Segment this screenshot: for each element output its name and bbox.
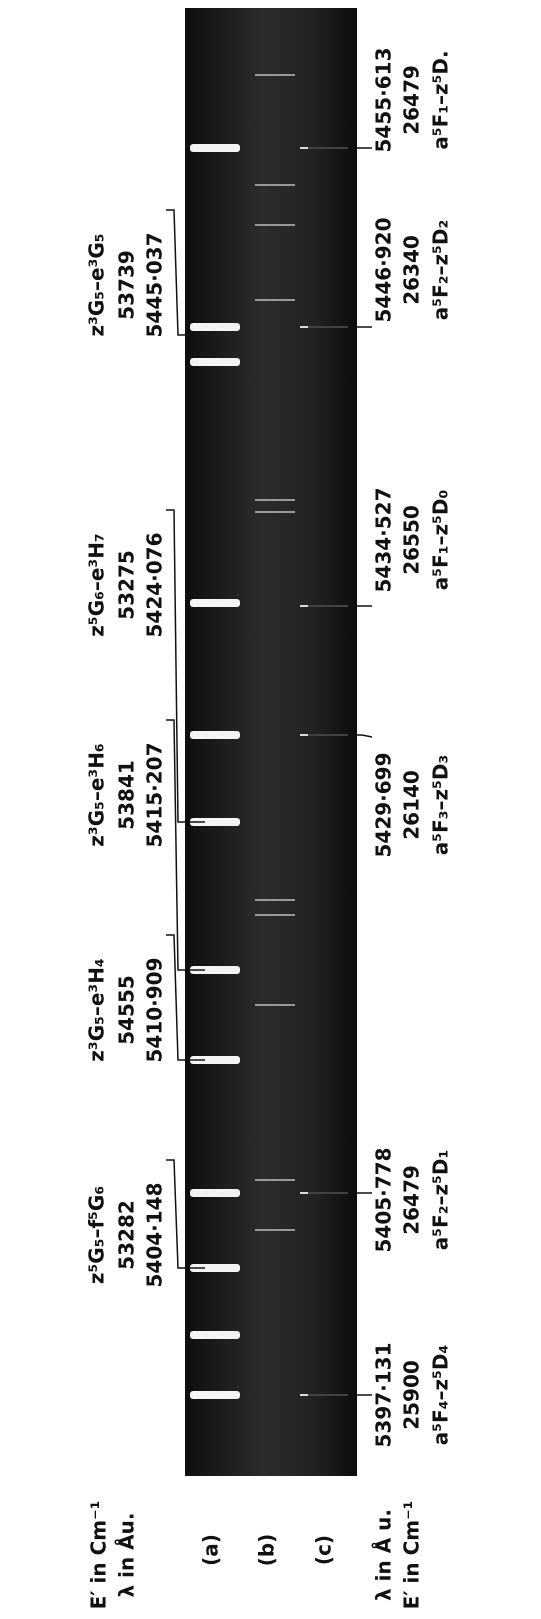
term-label: a⁵F₃–z⁵D₃: [429, 755, 453, 855]
term-label: z⁵G₆–e³H₇: [85, 533, 109, 636]
term-label: z³G₅–e³H₄: [85, 958, 109, 1061]
legend-wavelength: λ in Åu.: [115, 1513, 139, 1598]
line-a: [190, 144, 240, 152]
term-label: z³G₅–e³H₆: [85, 743, 109, 846]
line-b: [255, 899, 295, 901]
line-b: [255, 1179, 295, 1181]
line-a: [190, 358, 240, 366]
wavelength-label: 5446·920: [372, 217, 396, 322]
line-b: [255, 499, 295, 501]
term-label: a⁵F₁–z⁵D.: [429, 50, 453, 149]
wavelength-label: 5424·076: [143, 532, 167, 637]
energy-label: 53275: [115, 550, 139, 620]
wavelength-label: 5404·148: [143, 1182, 167, 1287]
energy-label: 53739: [115, 250, 139, 320]
wavelength-label: 5410·909: [143, 957, 167, 1062]
line-a: [190, 1189, 240, 1197]
term-label: z⁵G₅–f⁵G₆: [85, 1186, 109, 1284]
wavelength-label: 5455·613: [372, 47, 396, 152]
line-b: [255, 299, 295, 301]
wavelength-label: 5405·778: [372, 1147, 396, 1252]
line-a: [190, 1331, 240, 1339]
term-label: a⁵F₂–z⁵D₂: [429, 220, 453, 320]
energy-label: 54555: [115, 975, 139, 1045]
row-label: (c): [312, 1535, 336, 1565]
row-label: (a): [199, 1534, 223, 1566]
line-b: [255, 224, 295, 226]
line-b: [255, 914, 295, 916]
wavelength-label: 5429·699: [372, 752, 396, 857]
line-b: [255, 74, 295, 76]
line-b: [255, 1229, 295, 1231]
line-a: [190, 323, 240, 331]
wavelength-label: 5434·527: [372, 487, 396, 592]
energy-label: 26140: [400, 770, 424, 840]
energy-label: 53841: [115, 760, 139, 830]
energy-label: 53282: [115, 1200, 139, 1270]
line-b: [255, 511, 295, 513]
line-a: [190, 1391, 240, 1399]
legend-energy: E′ in Cm⁻¹: [400, 1501, 424, 1610]
wavelength-label: 5415·207: [143, 742, 167, 847]
energy-label: 25900: [400, 1360, 424, 1430]
energy-label: 26479: [400, 1165, 424, 1235]
term-label: a⁵F₄–z⁵D₄: [429, 1345, 453, 1445]
energy-label: 26340: [400, 235, 424, 305]
row-label: (b): [255, 1534, 279, 1567]
line-b: [255, 1004, 295, 1006]
spectral-plate: [185, 8, 357, 1476]
energy-label: 26550: [400, 505, 424, 575]
legend-energy: E′ in Cm⁻¹: [87, 1501, 111, 1610]
spectrum-figure: z⁵G₅–f⁵G₆532825404·148 z³G₅–e³H₄545555410…: [0, 0, 541, 1619]
wavelength-label: 5397·131: [372, 1342, 396, 1447]
wavelength-label: 5445·037: [143, 232, 167, 337]
energy-label: 26479: [400, 65, 424, 135]
term-label: a⁵F₁–z⁵D₀: [429, 490, 453, 590]
line-a: [190, 731, 240, 739]
line-a: [190, 599, 240, 607]
line-b: [255, 184, 295, 186]
term-label: a⁵F₂–z⁵D₁: [429, 1150, 453, 1250]
term-label: z³G₅–e³G₅: [85, 233, 109, 336]
legend-wavelength: λ in Å u.: [372, 1509, 396, 1601]
